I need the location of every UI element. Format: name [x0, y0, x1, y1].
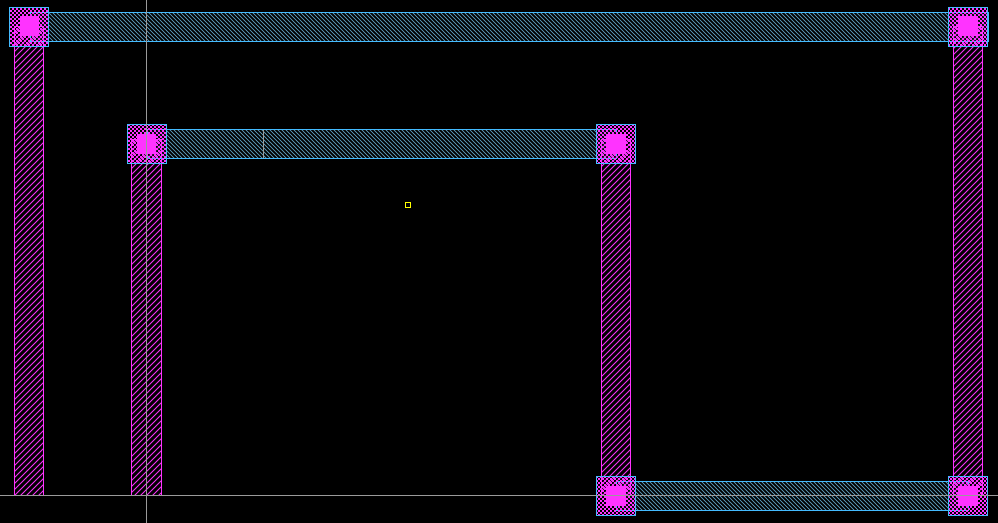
contact-top-right[interactable] [948, 7, 988, 47]
cursor-marker [405, 202, 411, 208]
metal1-layer [30, 12, 989, 511]
poly-wire-left[interactable] [14, 26, 44, 496]
metal-wire-middle[interactable] [147, 129, 617, 159]
poly-layer [14, 26, 983, 496]
contact-mid-right[interactable] [596, 124, 636, 164]
contact-bottom-left[interactable] [596, 476, 636, 516]
metal-wire-top[interactable] [30, 12, 989, 42]
poly-wire-mid-right[interactable] [601, 139, 631, 496]
poly-wire-right[interactable] [953, 26, 983, 496]
contact-top-left[interactable] [9, 7, 49, 47]
